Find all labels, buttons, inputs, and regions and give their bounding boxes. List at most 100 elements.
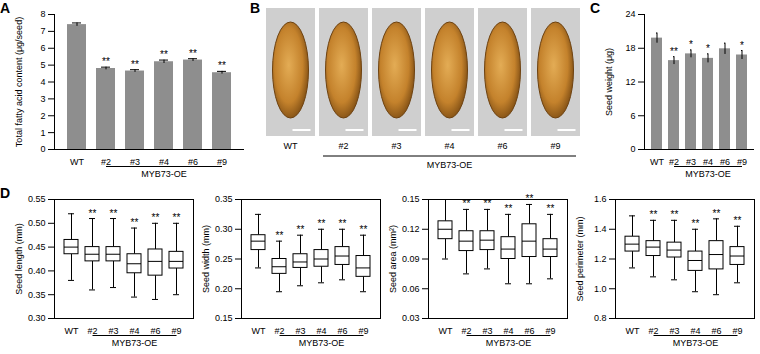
svg-text:**: ** (102, 56, 110, 67)
svg-text:0: 0 (40, 144, 45, 154)
svg-text:#4: #4 (444, 141, 454, 151)
svg-text:*: * (740, 40, 744, 51)
svg-text:**: ** (671, 209, 679, 220)
svg-text:0.30: 0.30 (215, 224, 233, 234)
svg-text:#6: #6 (720, 157, 730, 167)
svg-text:6: 6 (40, 43, 45, 53)
svg-text:#6: #6 (497, 141, 507, 151)
svg-text:**: ** (339, 218, 347, 229)
svg-text:#2: #2 (101, 157, 111, 167)
svg-text:WT: WT (284, 141, 298, 151)
svg-text:*: * (689, 39, 693, 50)
svg-text:**: ** (318, 218, 326, 229)
svg-text:1.6: 1.6 (594, 194, 607, 204)
svg-text:**: ** (650, 209, 658, 220)
svg-text:0.03: 0.03 (402, 313, 420, 323)
svg-text:#2: #2 (461, 326, 471, 336)
svg-text:7: 7 (40, 26, 45, 36)
svg-text:0.15: 0.15 (215, 313, 233, 323)
svg-text:#9: #9 (217, 157, 227, 167)
svg-text:#3: #3 (669, 326, 679, 336)
svg-text:#4: #4 (316, 326, 326, 336)
svg-text:0.09: 0.09 (402, 254, 420, 264)
svg-text:1.2: 1.2 (594, 254, 607, 264)
svg-text:5: 5 (40, 60, 45, 70)
svg-text:#3: #3 (108, 326, 118, 336)
svg-text:0.35: 0.35 (215, 194, 233, 204)
svg-text:Seed length (mm): Seed length (mm) (14, 223, 24, 295)
svg-text:4: 4 (40, 77, 45, 87)
svg-text:#2: #2 (338, 141, 348, 151)
svg-text:#4: #4 (503, 326, 513, 336)
svg-text:**: ** (110, 208, 118, 219)
svg-text:#6: #6 (188, 157, 198, 167)
svg-text:8: 8 (40, 9, 45, 19)
svg-text:Seed width (mm): Seed width (mm) (201, 225, 211, 293)
svg-text:2: 2 (40, 111, 45, 121)
svg-text:#9: #9 (545, 326, 555, 336)
svg-text:Seed perimeter (mm): Seed perimeter (mm) (575, 216, 585, 301)
svg-text:MYB73-OE: MYB73-OE (299, 338, 345, 348)
svg-text:WT: WT (439, 326, 453, 336)
svg-text:**: ** (160, 49, 168, 60)
svg-text:6: 6 (630, 111, 635, 121)
svg-text:#3: #3 (686, 157, 696, 167)
svg-text:0.40: 0.40 (28, 266, 46, 276)
svg-text:0.8: 0.8 (594, 313, 607, 323)
svg-text:MYB73-OE: MYB73-OE (673, 338, 719, 348)
svg-text:**: ** (297, 224, 305, 235)
svg-text:#6: #6 (524, 326, 534, 336)
svg-text:MYB73-OE: MYB73-OE (486, 338, 532, 348)
svg-text:#4: #4 (690, 326, 700, 336)
svg-text:**: ** (276, 230, 284, 241)
svg-text:#4: #4 (129, 326, 139, 336)
svg-text:#4: #4 (159, 157, 169, 167)
svg-text:**: ** (173, 212, 181, 223)
svg-text:0.12: 0.12 (402, 224, 420, 234)
svg-text:0.50: 0.50 (28, 218, 46, 228)
svg-text:**: ** (670, 46, 678, 57)
svg-text:MYB73-OE: MYB73-OE (141, 169, 187, 179)
svg-text:#3: #3 (295, 326, 305, 336)
svg-text:**: ** (152, 212, 160, 223)
svg-text:**: ** (131, 59, 139, 70)
svg-text:**: ** (89, 208, 97, 219)
svg-text:**: ** (713, 208, 721, 219)
svg-text:#9: #9 (171, 326, 181, 336)
svg-text:WT: WT (252, 326, 266, 336)
svg-text:MYB73-OE: MYB73-OE (427, 160, 473, 170)
svg-text:0.15: 0.15 (402, 194, 420, 204)
svg-text:Seed area (mm²): Seed area (mm²) (388, 225, 398, 293)
svg-text:0.20: 0.20 (215, 284, 233, 294)
svg-text:0.55: 0.55 (28, 194, 46, 204)
svg-text:#9: #9 (550, 141, 560, 151)
svg-text:0.25: 0.25 (215, 254, 233, 264)
svg-text:Seed weight (μg): Seed weight (μg) (604, 48, 614, 116)
svg-text:#3: #3 (482, 326, 492, 336)
svg-text:#2: #2 (87, 326, 97, 336)
svg-text:0: 0 (630, 144, 635, 154)
svg-text:0.45: 0.45 (28, 242, 46, 252)
svg-text:*: * (706, 43, 710, 54)
svg-text:#9: #9 (732, 326, 742, 336)
svg-text:0.30: 0.30 (28, 313, 46, 323)
svg-text:**: ** (526, 193, 534, 204)
svg-text:3: 3 (40, 94, 45, 104)
svg-text:1: 1 (40, 128, 45, 138)
svg-text:**: ** (692, 218, 700, 229)
svg-text:WT: WT (626, 326, 640, 336)
svg-text:**: ** (360, 224, 368, 235)
svg-text:#2: #2 (648, 326, 658, 336)
svg-text:24: 24 (625, 9, 635, 19)
svg-text:MYB73-OE: MYB73-OE (112, 338, 158, 348)
svg-text:0.35: 0.35 (28, 290, 46, 300)
svg-text:**: ** (463, 198, 471, 209)
svg-text:**: ** (218, 60, 226, 71)
svg-text:0.06: 0.06 (402, 284, 420, 294)
svg-text:18: 18 (625, 43, 635, 53)
svg-text:**: ** (505, 203, 513, 214)
svg-text:#6: #6 (150, 326, 160, 336)
svg-text:#9: #9 (737, 157, 747, 167)
svg-text:Total fatty acid content (μg/s: Total fatty acid content (μg/seed) (14, 17, 24, 147)
svg-text:#9: #9 (358, 326, 368, 336)
